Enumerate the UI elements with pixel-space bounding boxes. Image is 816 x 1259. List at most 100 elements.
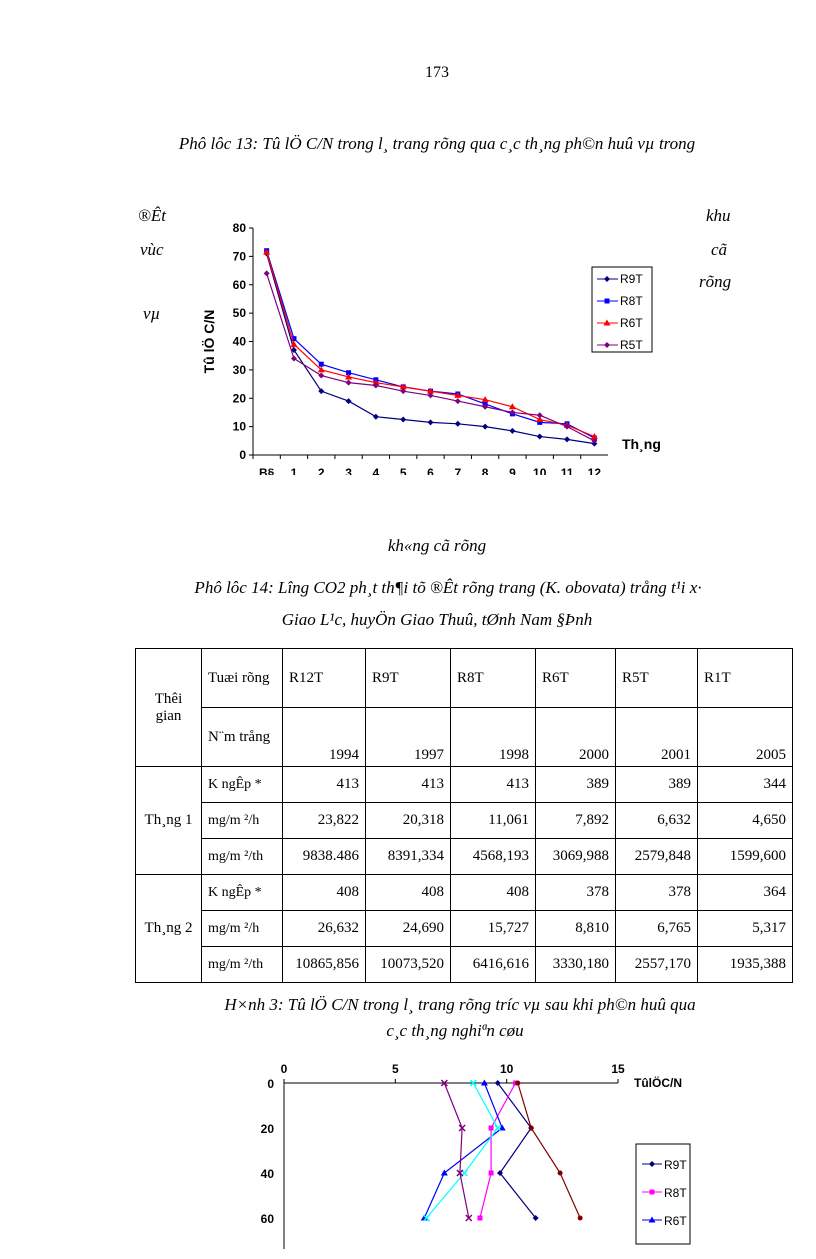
data-point xyxy=(482,403,489,410)
y-tick-label: 0 xyxy=(267,1077,274,1091)
data-point xyxy=(345,398,352,405)
table-cell: 5,317 xyxy=(697,910,793,947)
x-tick-label: 1 xyxy=(291,466,298,475)
row-unit: mg/m ²/h xyxy=(201,910,283,947)
table-row: mg/m ²/h 23,822 20,318 11,061 7,892 6,632 4,65… xyxy=(136,802,793,839)
table-cell: 389 xyxy=(535,766,616,803)
y-tick-label: 40 xyxy=(261,1167,275,1181)
x-tick-label: 10 xyxy=(500,1062,514,1076)
table-cell: 413 xyxy=(282,766,366,803)
data-point xyxy=(372,413,379,420)
data-point xyxy=(454,420,461,427)
data-point xyxy=(604,276,610,282)
table-cell: 11,061 xyxy=(450,802,536,839)
data-point xyxy=(509,409,516,416)
data-point xyxy=(427,392,434,399)
x-tick-label: 5 xyxy=(392,1062,399,1076)
legend-label: R8T xyxy=(620,294,643,308)
y-tick-label: 80 xyxy=(233,221,247,235)
data-point xyxy=(263,248,271,255)
series-line xyxy=(497,1082,537,1219)
legend-label: R9T xyxy=(664,1158,687,1172)
series-line-R9T xyxy=(266,253,595,445)
table-cell: 15,727 xyxy=(450,910,536,947)
table-cell: 2557,170 xyxy=(615,946,698,983)
data-point xyxy=(318,388,325,395)
data-point xyxy=(346,370,352,376)
series-line xyxy=(443,1082,470,1219)
x-tick-label: 2 xyxy=(318,466,325,475)
table-cell: 378 xyxy=(615,874,698,911)
data-point xyxy=(291,336,297,342)
table-cell: 4,650 xyxy=(697,802,793,839)
below-chart-text: kh«ng cã rõng xyxy=(387,536,487,555)
data-point xyxy=(488,1170,494,1176)
data-point xyxy=(591,437,598,444)
table-cell: 1599,600 xyxy=(697,838,793,875)
header-time: Thêi gian xyxy=(135,648,202,767)
y-tick-label: 40 xyxy=(233,335,247,349)
table-cell: 10073,520 xyxy=(365,946,451,983)
side-text-left-2: vùc xyxy=(140,240,164,259)
table-cell: 364 xyxy=(697,874,793,911)
table-cell: 8,810 xyxy=(535,910,616,947)
month-label: Th¸ng 1 xyxy=(135,766,202,875)
data-point xyxy=(318,372,325,379)
data-point xyxy=(536,433,543,440)
data-point xyxy=(649,1189,655,1195)
data-point xyxy=(509,427,516,434)
table-cell: 10865,856 xyxy=(282,946,366,983)
table-cell: 6,765 xyxy=(615,910,698,947)
year-row: N¨m trång 1994 1997 1998 2000 2001 2005 xyxy=(136,707,793,767)
series-line xyxy=(479,1082,517,1219)
row-unit: mg/m ²/th xyxy=(201,838,283,875)
table-row: mg/m ²/th 9838.486 8391,334 4568,193 3069,98… xyxy=(136,838,793,875)
data-point xyxy=(372,382,379,389)
side-text-left-3: vµ xyxy=(143,304,161,323)
y-tick-label: 10 xyxy=(233,420,247,434)
row-unit: K ngÊp * xyxy=(201,874,283,911)
table-cell: 344 xyxy=(697,766,793,803)
header-stand: R6T xyxy=(535,648,616,708)
table-cell: 413 xyxy=(450,766,536,803)
planting-year: 1998 xyxy=(450,707,536,767)
header-stand: R9T xyxy=(365,648,451,708)
data-point xyxy=(537,419,543,425)
data-point xyxy=(590,433,598,440)
table-cell: 4568,193 xyxy=(450,838,536,875)
table-row: mg/m ²/h 26,632 24,690 15,727 8,810 6,765 5,31… xyxy=(136,910,793,947)
data-point xyxy=(477,1215,483,1221)
x-tick-label: 8 xyxy=(482,466,489,475)
data-point xyxy=(427,387,434,394)
table-cell: 3330,180 xyxy=(535,946,616,983)
y-tick-label: 60 xyxy=(233,278,247,292)
data-point xyxy=(536,416,544,423)
table-cell: 378 xyxy=(535,874,616,911)
header-row: Thêi gian Tuæi rõng R12T R9T R8T R6T R5T R1T xyxy=(135,648,793,767)
side-text-right-1: khu xyxy=(706,206,731,225)
data-point xyxy=(263,270,270,277)
x-tick-label: 6 xyxy=(427,466,434,475)
planting-year: 2005 xyxy=(697,707,793,767)
x-tick-label: 5 xyxy=(400,466,407,475)
x-tick-label: B§ xyxy=(259,466,275,475)
data-point xyxy=(345,373,353,380)
data-point xyxy=(480,1079,488,1086)
data-point xyxy=(400,388,407,395)
figure3-caption-line1: H×nh 3: Tû lÖ C/N trong l¸ trang rõng tr… xyxy=(224,995,696,1014)
table-cell: 3069,988 xyxy=(535,838,616,875)
table-cell: 26,632 xyxy=(282,910,366,947)
x-tick-label: 11 xyxy=(561,466,574,475)
planting-year: 2001 xyxy=(615,707,698,767)
header-stand: R1T xyxy=(697,648,793,708)
data-point xyxy=(454,398,461,405)
appendix14-title-line1: Phô lôc 14: L­îng CO2 ph¸t th¶i tõ ®Êt r… xyxy=(194,578,702,597)
table-cell: 7,892 xyxy=(535,802,616,839)
table-cell: 1935,388 xyxy=(697,946,793,983)
x-tick-label: 7 xyxy=(454,466,461,475)
data-point xyxy=(564,423,571,430)
row-unit: K ngÊp * xyxy=(201,766,283,803)
